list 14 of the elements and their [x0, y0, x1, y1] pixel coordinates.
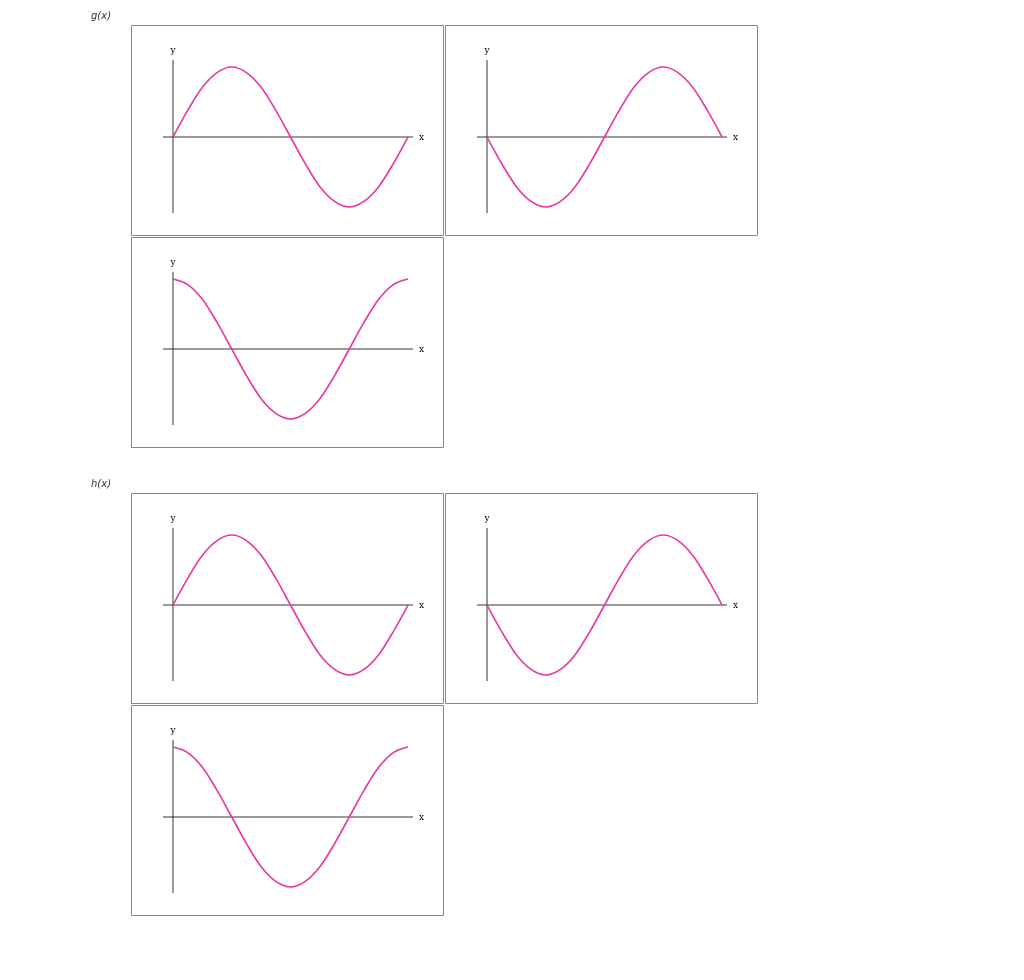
y-axis-title: y — [169, 45, 177, 55]
y-axis-title: y — [169, 725, 177, 735]
x-axis-title: x — [419, 344, 425, 354]
y-axis-title: y — [483, 45, 491, 55]
x-axis-title: x — [733, 132, 739, 142]
x-axis-title: x — [419, 812, 425, 822]
x-axis-title: x — [419, 132, 425, 142]
chart-title: g(x) — [91, 10, 112, 21]
y-axis-title: y — [169, 513, 177, 523]
chart-title: h(x) — [91, 478, 112, 489]
y-axis-title: y — [169, 257, 177, 267]
x-axis-title: x — [419, 600, 425, 610]
x-axis-title: x — [733, 600, 739, 610]
y-axis-title: y — [483, 513, 491, 523]
